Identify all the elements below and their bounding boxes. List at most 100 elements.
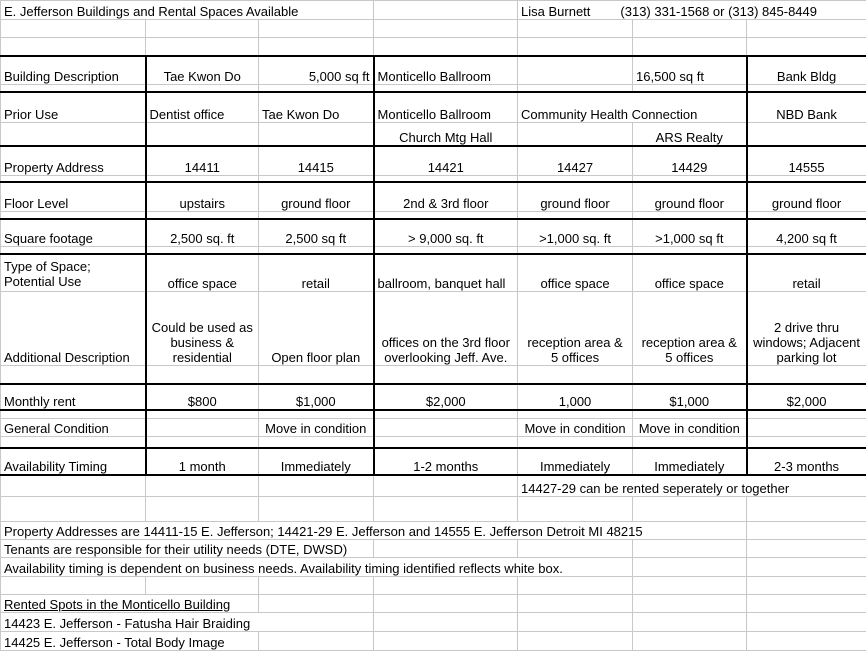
cell[interactable] <box>372 84 519 92</box>
cell[interactable]: $2,000 <box>372 382 519 410</box>
cell[interactable] <box>257 408 375 419</box>
rent-note[interactable]: 14427-29 can be rented seperately or tog… <box>517 474 866 497</box>
cell[interactable] <box>517 496 634 522</box>
cell[interactable] <box>0 246 146 254</box>
cell[interactable]: 1 month <box>144 446 259 476</box>
cell[interactable] <box>257 122 375 146</box>
cell[interactable] <box>0 408 146 419</box>
cell[interactable] <box>373 474 519 497</box>
cell[interactable] <box>746 521 866 540</box>
cell[interactable] <box>632 612 748 632</box>
cell[interactable] <box>517 631 634 651</box>
cell[interactable] <box>373 631 519 651</box>
cell[interactable] <box>372 408 519 419</box>
cell[interactable]: Church Mtg Hall <box>372 122 519 146</box>
cell[interactable]: ground floor <box>517 180 634 212</box>
cell[interactable]: Move in condition <box>517 418 634 437</box>
cell[interactable] <box>745 211 866 219</box>
cell[interactable] <box>0 122 146 146</box>
cell[interactable]: Immediately <box>632 446 748 476</box>
cell[interactable] <box>372 365 519 384</box>
contact-cell[interactable]: Lisa Burnett (313) 331-1568 or (313) 845-… <box>517 0 866 20</box>
row-label[interactable]: Prior Use <box>0 90 146 123</box>
cell[interactable]: $800 <box>144 382 259 410</box>
cell[interactable]: 14421 <box>372 144 519 176</box>
row-label[interactable]: General Condition <box>0 418 146 437</box>
cell[interactable] <box>372 246 519 254</box>
cell[interactable] <box>0 436 146 448</box>
cell[interactable]: Monticello Ballroom <box>372 90 519 123</box>
cell[interactable] <box>746 539 866 558</box>
cell[interactable]: Immediately <box>257 446 375 476</box>
cell[interactable] <box>517 539 634 558</box>
cell[interactable] <box>0 365 146 384</box>
cell[interactable] <box>517 84 634 92</box>
utilities-note[interactable]: Tenants are responsible for their utilit… <box>0 539 375 558</box>
cell[interactable] <box>144 211 259 219</box>
cell[interactable] <box>257 474 375 497</box>
cell[interactable] <box>0 37 146 56</box>
cell[interactable] <box>745 436 866 448</box>
cell[interactable]: ground floor <box>257 180 375 212</box>
cell[interactable] <box>745 365 866 384</box>
cell[interactable]: 1,000 <box>517 382 634 410</box>
cell[interactable] <box>257 631 375 651</box>
cell[interactable] <box>145 474 259 497</box>
cell[interactable]: Dentist office <box>144 90 259 123</box>
cell[interactable]: Immediately <box>517 446 634 476</box>
cell[interactable]: Bank Bldg <box>745 54 866 85</box>
cell[interactable]: Open floor plan <box>257 291 375 366</box>
row-label[interactable]: Availability Timing <box>0 446 146 476</box>
cell[interactable]: ground floor <box>745 180 866 212</box>
cell[interactable] <box>632 576 748 595</box>
cell[interactable] <box>257 436 375 448</box>
cell[interactable] <box>746 594 866 613</box>
cell[interactable] <box>746 557 866 577</box>
cell[interactable] <box>372 418 519 437</box>
cell[interactable] <box>257 594 375 613</box>
cell[interactable] <box>372 211 519 219</box>
cell[interactable]: 16,500 sq ft <box>632 54 748 85</box>
cell[interactable] <box>0 576 146 595</box>
cell[interactable] <box>144 122 259 146</box>
cell[interactable]: > 9,000 sq. ft <box>372 217 519 247</box>
cell[interactable]: Could be used as business & residential <box>144 291 259 366</box>
cell[interactable] <box>746 496 866 522</box>
cell[interactable]: retail <box>745 252 866 292</box>
cell[interactable]: Tae Kwon Do <box>144 54 259 85</box>
cell[interactable]: 5,000 sq ft <box>257 54 375 85</box>
cell[interactable]: 14429 <box>632 144 748 176</box>
cell[interactable] <box>257 211 375 219</box>
cell[interactable] <box>745 408 866 419</box>
cell[interactable] <box>746 576 866 595</box>
row-label[interactable]: Monthly rent <box>0 382 146 410</box>
cell[interactable] <box>517 37 634 56</box>
row-label[interactable]: Square footage <box>0 217 146 247</box>
cell[interactable]: Tae Kwon Do <box>257 90 375 123</box>
rented-item[interactable]: 14423 E. Jefferson - Fatusha Hair Braidi… <box>0 612 375 632</box>
cell[interactable] <box>145 576 259 595</box>
cell[interactable]: $2,000 <box>745 382 866 410</box>
cell[interactable] <box>632 408 748 419</box>
cell[interactable] <box>144 365 259 384</box>
cell[interactable] <box>517 19 634 38</box>
cell[interactable] <box>257 246 375 254</box>
cell[interactable] <box>257 37 375 56</box>
cell[interactable]: ground floor <box>632 180 748 212</box>
cell[interactable] <box>517 576 634 595</box>
cell[interactable]: upstairs <box>144 180 259 212</box>
cell[interactable] <box>632 496 748 522</box>
cell[interactable]: office space <box>632 252 748 292</box>
cell[interactable] <box>144 84 259 92</box>
cell[interactable] <box>372 436 519 448</box>
cell[interactable]: ballroom, banquet hall <box>372 252 519 292</box>
cell[interactable]: 2 drive thru windows; Adjacent parking l… <box>745 291 866 366</box>
cell[interactable] <box>373 37 519 56</box>
cell[interactable] <box>145 19 259 38</box>
row-label[interactable]: Property Address <box>0 144 146 176</box>
cell[interactable]: 4,200 sq ft <box>745 217 866 247</box>
cell[interactable]: ARS Realty <box>632 122 748 146</box>
addresses-note[interactable]: Property Addresses are 14411-15 E. Jeffe… <box>0 521 748 540</box>
cell[interactable] <box>0 19 146 38</box>
row-label[interactable]: Type of Space; Potential Use <box>0 252 146 292</box>
